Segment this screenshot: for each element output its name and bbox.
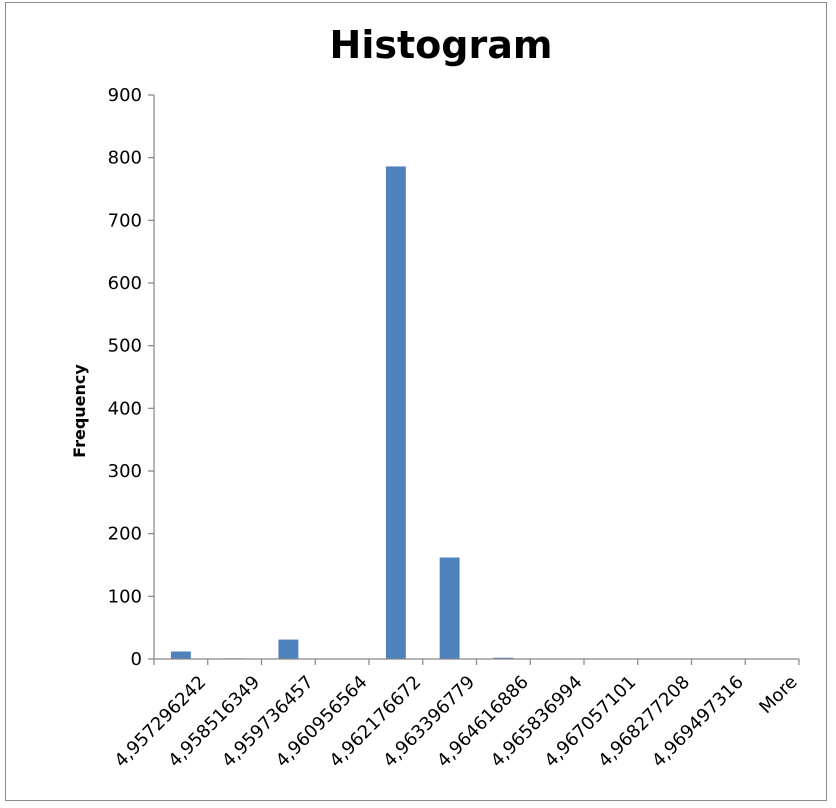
y-tick-label: 100 bbox=[108, 586, 142, 607]
y-tick-label: 900 bbox=[108, 85, 142, 106]
bar bbox=[493, 657, 514, 659]
y-tick-label: 700 bbox=[108, 210, 142, 231]
y-axis-ticks: 0 100 200 300 400 500 600 700 800 900 bbox=[108, 85, 154, 670]
axes bbox=[153, 95, 799, 660]
y-tick-label: 800 bbox=[108, 148, 142, 169]
y-tick-label: 400 bbox=[108, 398, 142, 419]
x-tick-label: 4,957296242 bbox=[111, 672, 211, 772]
y-tick-label: 500 bbox=[108, 336, 142, 357]
y-tick-label: 300 bbox=[108, 461, 142, 482]
y-tick-label: 600 bbox=[108, 273, 142, 294]
chart-frame: Histogram Frequency 0 100 200 300 400 500 600 7… bbox=[5, 2, 827, 801]
histogram-chart: Histogram Frequency 0 100 200 300 400 500 600 7… bbox=[70, 23, 802, 772]
bar bbox=[439, 557, 460, 659]
bar bbox=[385, 166, 406, 659]
x-axis-ticks: 4,9572962424,9585163494,9597364574,96095… bbox=[111, 659, 802, 772]
bars bbox=[170, 166, 514, 659]
chart-title: Histogram bbox=[330, 23, 553, 67]
y-tick-label: 200 bbox=[108, 524, 142, 545]
y-axis-label: Frequency bbox=[70, 364, 89, 458]
bar bbox=[278, 639, 299, 659]
x-tick-label: More bbox=[755, 672, 801, 718]
bar bbox=[170, 651, 191, 659]
y-tick-label: 0 bbox=[131, 649, 142, 670]
